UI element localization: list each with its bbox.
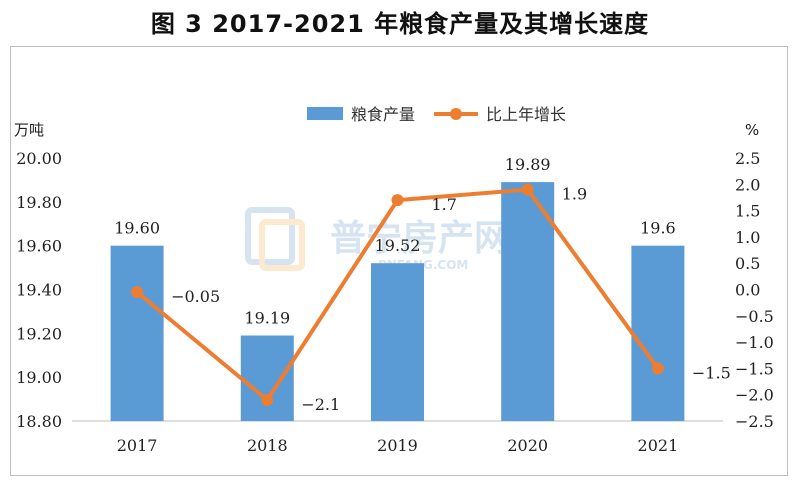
x-tick-label: 2017 <box>117 436 158 455</box>
right-tick-label: 2.0 <box>735 175 760 194</box>
growth-value-label: −0.05 <box>171 287 220 306</box>
growth-point-2018 <box>261 393 274 406</box>
chart-title: 图 3 2017-2021 年粮食产量及其增长速度 <box>150 10 650 38</box>
bar-2019 <box>371 263 424 421</box>
left-tick-label: 19.00 <box>16 368 62 387</box>
growth-point-2020 <box>521 183 534 196</box>
watermark-logo-icon <box>245 207 295 265</box>
watermark-logo-accent-icon <box>259 219 305 271</box>
bar-2020 <box>501 182 555 421</box>
x-tick-label: 2019 <box>377 436 418 455</box>
line-series <box>131 183 664 406</box>
axes: 20.00 19.80 19.60 19.40 19.20 19.00 18.80 2.5 2.… <box>16 149 774 455</box>
right-axis-unit: % <box>745 121 759 139</box>
legend-bar-swatch <box>307 107 343 120</box>
left-tick-label: 19.20 <box>16 324 62 343</box>
bar-value-label: 19.6 <box>640 219 676 238</box>
legend-bar-label: 粮食产量 <box>351 105 415 124</box>
right-tick-label: 2.5 <box>735 149 760 168</box>
right-tick-label: 1.0 <box>735 228 760 247</box>
chart-frame <box>10 46 788 476</box>
bar-2017 <box>110 245 164 421</box>
x-tick-label: 2021 <box>638 436 679 455</box>
growth-value-label: 1.7 <box>432 195 457 214</box>
right-tick-label: −2.5 <box>735 412 774 431</box>
left-axis-unit: 万吨 <box>14 121 44 139</box>
left-tick-label: 19.80 <box>16 193 62 212</box>
legend-line-marker <box>450 108 462 120</box>
bar-2021 <box>631 245 685 421</box>
growth-point-2021 <box>651 362 664 375</box>
left-tick-label: 19.40 <box>16 281 62 300</box>
x-tick-label: 2018 <box>247 436 288 455</box>
growth-value-label: −2.1 <box>301 395 340 414</box>
right-tick-label: 0.0 <box>735 281 760 300</box>
bar-value-label: 19.89 <box>505 155 551 174</box>
growth-value-label: −1.5 <box>692 363 731 382</box>
bar-value-label: 19.52 <box>375 236 421 255</box>
x-tick-label: 2020 <box>507 436 548 455</box>
watermark-brand: 普宁房产网 <box>330 218 510 259</box>
right-tick-label: −0.5 <box>735 307 774 326</box>
right-tick-label: −2.0 <box>735 386 774 405</box>
legend: 粮食产量 比上年增长 <box>307 105 566 124</box>
left-tick-label: 18.80 <box>16 412 62 431</box>
bar-2018 <box>240 335 294 421</box>
right-tick-label: 0.5 <box>735 254 760 273</box>
data-labels: 19.60 19.19 19.52 19.89 19.6 −0.05 −2.1 1.7 1.9 −… <box>114 155 731 414</box>
growth-point-2019 <box>391 194 404 207</box>
left-tick-label: 20.00 <box>16 149 62 168</box>
right-tick-label: −1.5 <box>735 359 774 378</box>
legend-line-label: 比上年增长 <box>486 105 566 124</box>
right-tick-label: 1.5 <box>735 202 760 221</box>
bar-series <box>110 182 685 421</box>
growth-value-label: 1.9 <box>562 185 587 204</box>
growth-point-2017 <box>131 286 144 299</box>
bar-value-label: 19.19 <box>244 309 290 328</box>
left-tick-label: 19.60 <box>16 237 62 256</box>
right-tick-label: −1.0 <box>735 333 774 352</box>
bar-value-label: 19.60 <box>114 219 160 238</box>
